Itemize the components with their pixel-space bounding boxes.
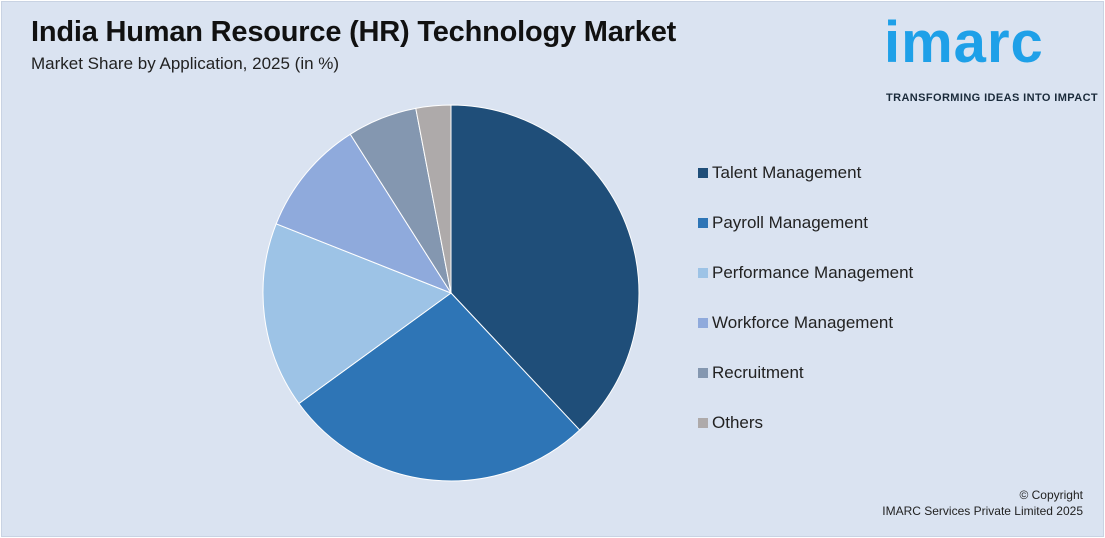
pie-slice-workforce-management bbox=[275, 133, 453, 295]
pie-slice-others bbox=[415, 104, 452, 294]
copyright-notice: © Copyright IMARC Services Private Limit… bbox=[882, 487, 1083, 519]
legend-swatch bbox=[698, 368, 708, 378]
chart-title: India Human Resource (HR) Technology Mar… bbox=[31, 16, 677, 48]
legend-swatch bbox=[698, 418, 708, 428]
legend-label: Recruitment bbox=[712, 363, 804, 382]
logo-tagline: TRANSFORMING IDEAS INTO IMPACT bbox=[886, 92, 1099, 104]
legend-label: Others bbox=[712, 413, 764, 432]
legend-label: Payroll Management bbox=[712, 213, 868, 232]
pie-slice-performance-management bbox=[262, 223, 453, 405]
legend-swatch bbox=[698, 318, 708, 328]
chart-subtitle: Market Share by Application, 2025 (in %) bbox=[31, 54, 340, 73]
legend-swatch bbox=[698, 168, 708, 178]
copyright-line-1: © Copyright bbox=[1019, 488, 1083, 502]
legend-item: Talent Management bbox=[698, 162, 958, 212]
legend-item: Recruitment bbox=[698, 362, 958, 412]
legend-swatch bbox=[698, 218, 708, 228]
pie-slice-payroll-management bbox=[298, 292, 581, 482]
legend-item: Performance Management bbox=[698, 262, 958, 312]
legend-label: Talent Management bbox=[712, 163, 862, 182]
legend-label: Performance Management bbox=[712, 263, 914, 282]
legend-item: Workforce Management bbox=[698, 312, 958, 362]
legend-swatch bbox=[698, 268, 708, 278]
chart-legend: Talent Management Payroll Management Perfo… bbox=[698, 162, 958, 462]
pie-slice-talent-management bbox=[450, 104, 640, 431]
imarc-logo: imarc TRANSFORMING IDEAS INTO IMPACT bbox=[882, 10, 1098, 106]
logo-wordmark: imarc bbox=[884, 10, 1044, 75]
copyright-line-2: IMARC Services Private Limited 2025 bbox=[882, 504, 1083, 518]
legend-label: Workforce Management bbox=[712, 313, 894, 332]
legend-item: Others bbox=[698, 412, 958, 462]
legend-item: Payroll Management bbox=[698, 212, 958, 262]
